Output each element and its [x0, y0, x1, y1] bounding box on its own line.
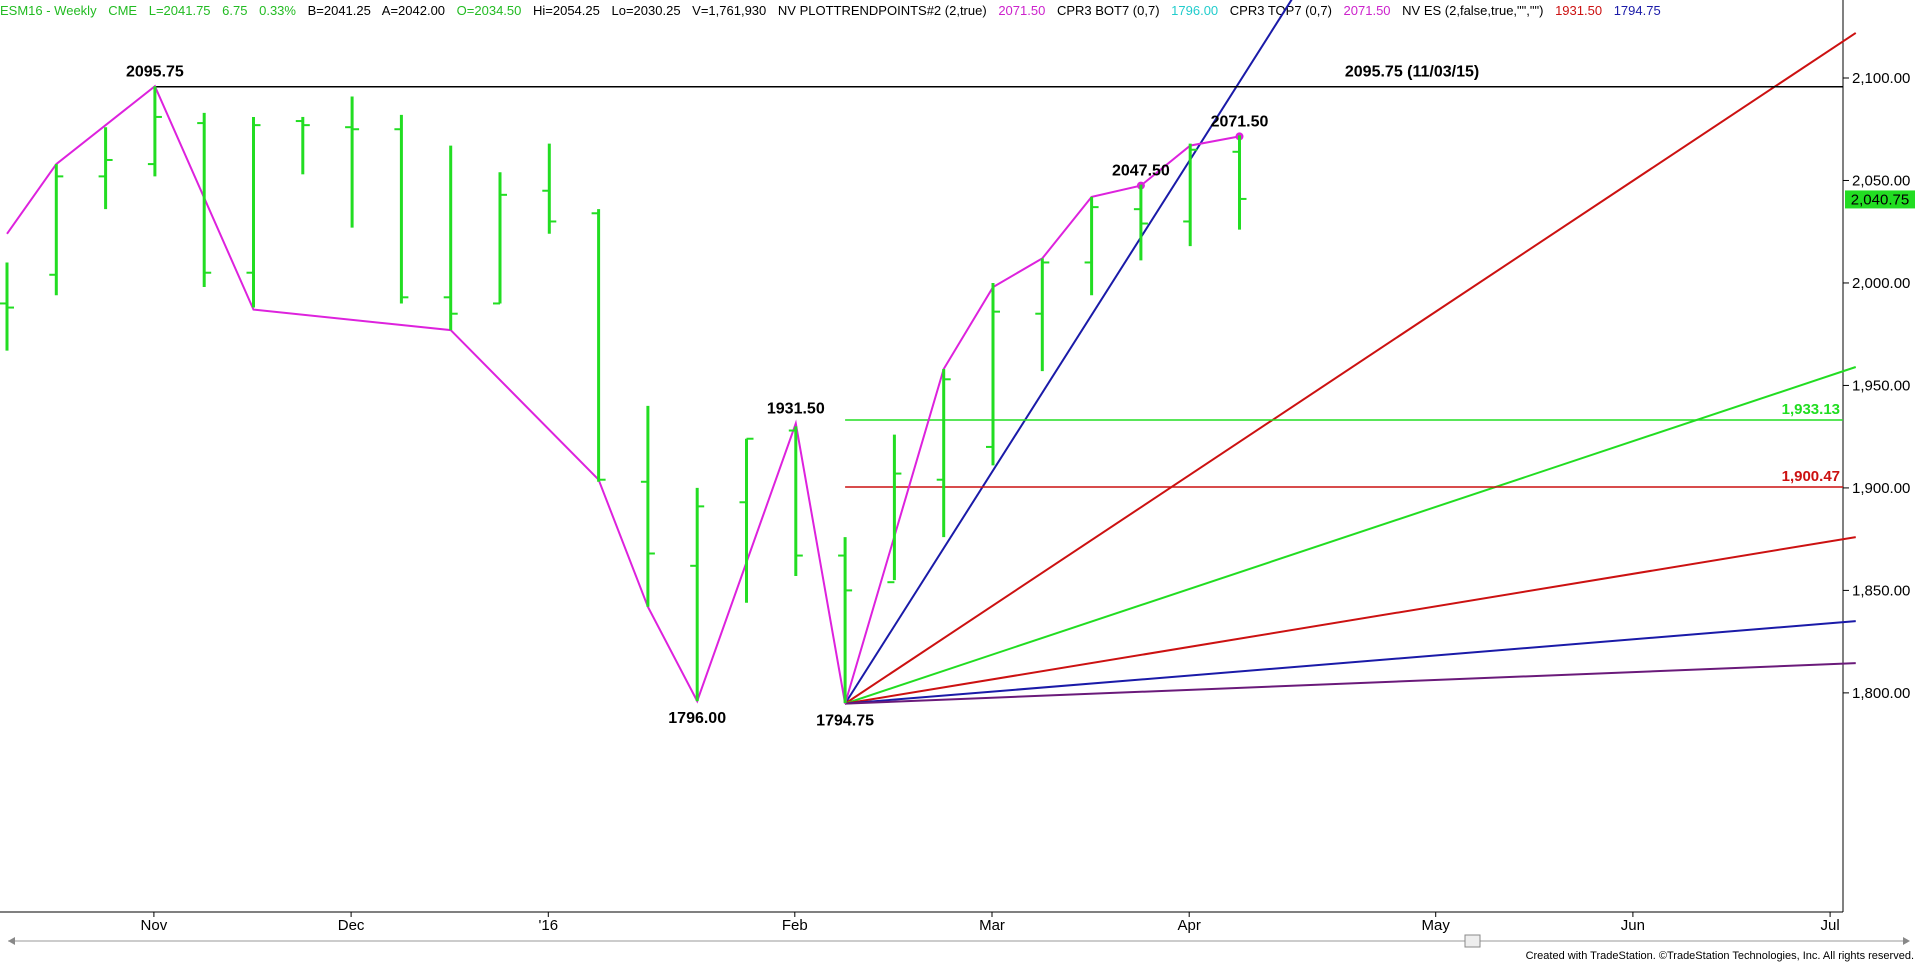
x-tick-label: Apr — [1178, 917, 1201, 934]
price-label: 1796.00 — [668, 710, 726, 727]
y-tick-label: 1,950.00 — [1852, 377, 1910, 394]
price-label: 2071.50 — [1211, 113, 1269, 130]
y-tick-label: 1,850.00 — [1852, 582, 1910, 599]
y-tick-label: 1,900.00 — [1852, 480, 1910, 497]
open-price: O=2034.50 — [456, 3, 522, 18]
study3-value: 2071.50 — [1343, 3, 1391, 18]
ohlc-bar — [1183, 143, 1198, 247]
x-tick-label: Jul — [1821, 917, 1840, 934]
ohlc-bar — [493, 172, 507, 305]
last-price-box — [1845, 190, 1915, 209]
x-tick-label: Nov — [141, 917, 168, 934]
ohlc-bar — [542, 143, 557, 234]
x-tick-label: Feb — [782, 917, 808, 934]
y-tick-label: 1,800.00 — [1852, 685, 1910, 702]
ohlc-bar — [1232, 135, 1247, 230]
symbol-label: ESM16 - Weekly — [0, 3, 97, 18]
ohlc-bar — [345, 96, 360, 228]
x-tick-label: May — [1422, 917, 1451, 934]
ohlc-bar — [98, 127, 113, 210]
study4-value1: 1931.50 — [1555, 3, 1603, 18]
exchange-label: CME — [108, 3, 138, 18]
bid-price: B=2041.25 — [307, 3, 371, 18]
ohlc-bar — [0, 262, 14, 351]
price-annotations: 2095.75 1796.00 1931.50 1794.75 2047.50 2071.… — [126, 64, 1269, 730]
gann-line — [844, 366, 1857, 705]
ohlc-bar — [295, 116, 310, 175]
y-tick-label: 2,050.00 — [1852, 172, 1910, 189]
x-tick-label: '16 — [539, 917, 559, 934]
y-tick-label: 2,100.00 — [1852, 70, 1910, 87]
gann-line — [845, 662, 1856, 705]
footer-copyright: Created with TradeStation. ©TradeStation… — [1525, 950, 1914, 962]
scroll-thumb[interactable] — [1464, 934, 1481, 948]
ohlc-bar — [1084, 196, 1099, 296]
study4-value2: 1794.75 — [1613, 3, 1661, 18]
y-tick-label: 2,000.00 — [1852, 275, 1910, 292]
study4-name: NV ES (2,false,true,"","") — [1402, 3, 1544, 18]
high-price: Hi=2054.25 — [533, 3, 600, 18]
gann-line — [844, 0, 1293, 705]
price-label: 1794.75 — [816, 713, 874, 730]
ohlc-bar — [838, 537, 853, 704]
gann-line — [844, 536, 1856, 705]
ohlc-bar — [394, 114, 409, 304]
price-axis[interactable]: 1,800.00 1,850.00 1,900.00 1,950.00 2,000.00… — [1843, 70, 1915, 702]
ohlc-bar — [443, 145, 458, 331]
ohlc-bar — [936, 369, 951, 538]
level-label: 2095.75 (11/03/15) — [1345, 64, 1479, 81]
volume: V=1,761,930 — [692, 3, 767, 18]
last-price: L=2041.75 — [148, 3, 211, 18]
scroll-right-icon[interactable] — [1903, 937, 1910, 945]
x-tick-label: Mar — [979, 917, 1005, 934]
ohlc-bar — [788, 426, 803, 577]
gann-line — [845, 620, 1856, 705]
ohlc-bar — [246, 116, 261, 308]
pct-change: 0.33% — [259, 3, 296, 18]
horizontal-scrollbar[interactable] — [8, 934, 1910, 948]
horizontal-levels: 2095.75 (11/03/15) 1,933.13 1,900.47 — [154, 64, 1843, 488]
time-axis[interactable]: Nov Dec '16 Feb Mar Apr May Jun Jul — [141, 912, 1840, 934]
net-change: 6.75 — [222, 3, 248, 18]
last-price-label: 2,040.75 — [1851, 191, 1909, 208]
study3-name: CPR3 TOP7 (0,7) — [1229, 3, 1332, 18]
x-tick-label: Jun — [1621, 917, 1645, 934]
price-label: 2095.75 — [126, 64, 184, 81]
low-price: Lo=2030.25 — [611, 3, 681, 18]
gann-fan — [844, 0, 1857, 705]
chart-header: ESM16 - Weekly CME L=2041.75 6.75 0.33% … — [0, 0, 1840, 22]
ohlc-bar — [591, 209, 606, 482]
ohlc-bar — [197, 112, 212, 288]
price-label: 2047.50 — [1112, 163, 1170, 180]
ohlc-bar — [739, 437, 754, 603]
study2-name: CPR3 BOT7 (0,7) — [1056, 3, 1160, 18]
trend-line — [6, 84, 1244, 704]
gann-line — [844, 32, 1857, 705]
ohlc-bar — [986, 282, 1000, 466]
study2-value: 1796.00 — [1171, 3, 1219, 18]
price-label: 1931.50 — [767, 400, 825, 417]
level-label: 1,900.47 — [1782, 468, 1840, 485]
x-tick-label: Dec — [338, 917, 365, 934]
study1-name: NV PLOTTRENDPOINTS#2 (2,true) — [777, 3, 987, 18]
ask-price: A=2042.00 — [381, 3, 446, 18]
ohlc-bar — [887, 434, 902, 584]
ohlc-bar — [690, 487, 705, 702]
trend-polyline — [6, 84, 1240, 704]
ohlc-bars — [0, 86, 1247, 704]
level-label: 1,933.13 — [1782, 401, 1840, 418]
ohlc-bar — [1035, 258, 1050, 372]
study1-value: 2071.50 — [998, 3, 1046, 18]
scroll-left-icon[interactable] — [8, 937, 15, 945]
ohlc-bar — [1133, 184, 1148, 261]
ohlc-bar — [49, 164, 64, 296]
ohlc-bar — [147, 86, 162, 177]
ohlc-bar — [640, 405, 655, 607]
